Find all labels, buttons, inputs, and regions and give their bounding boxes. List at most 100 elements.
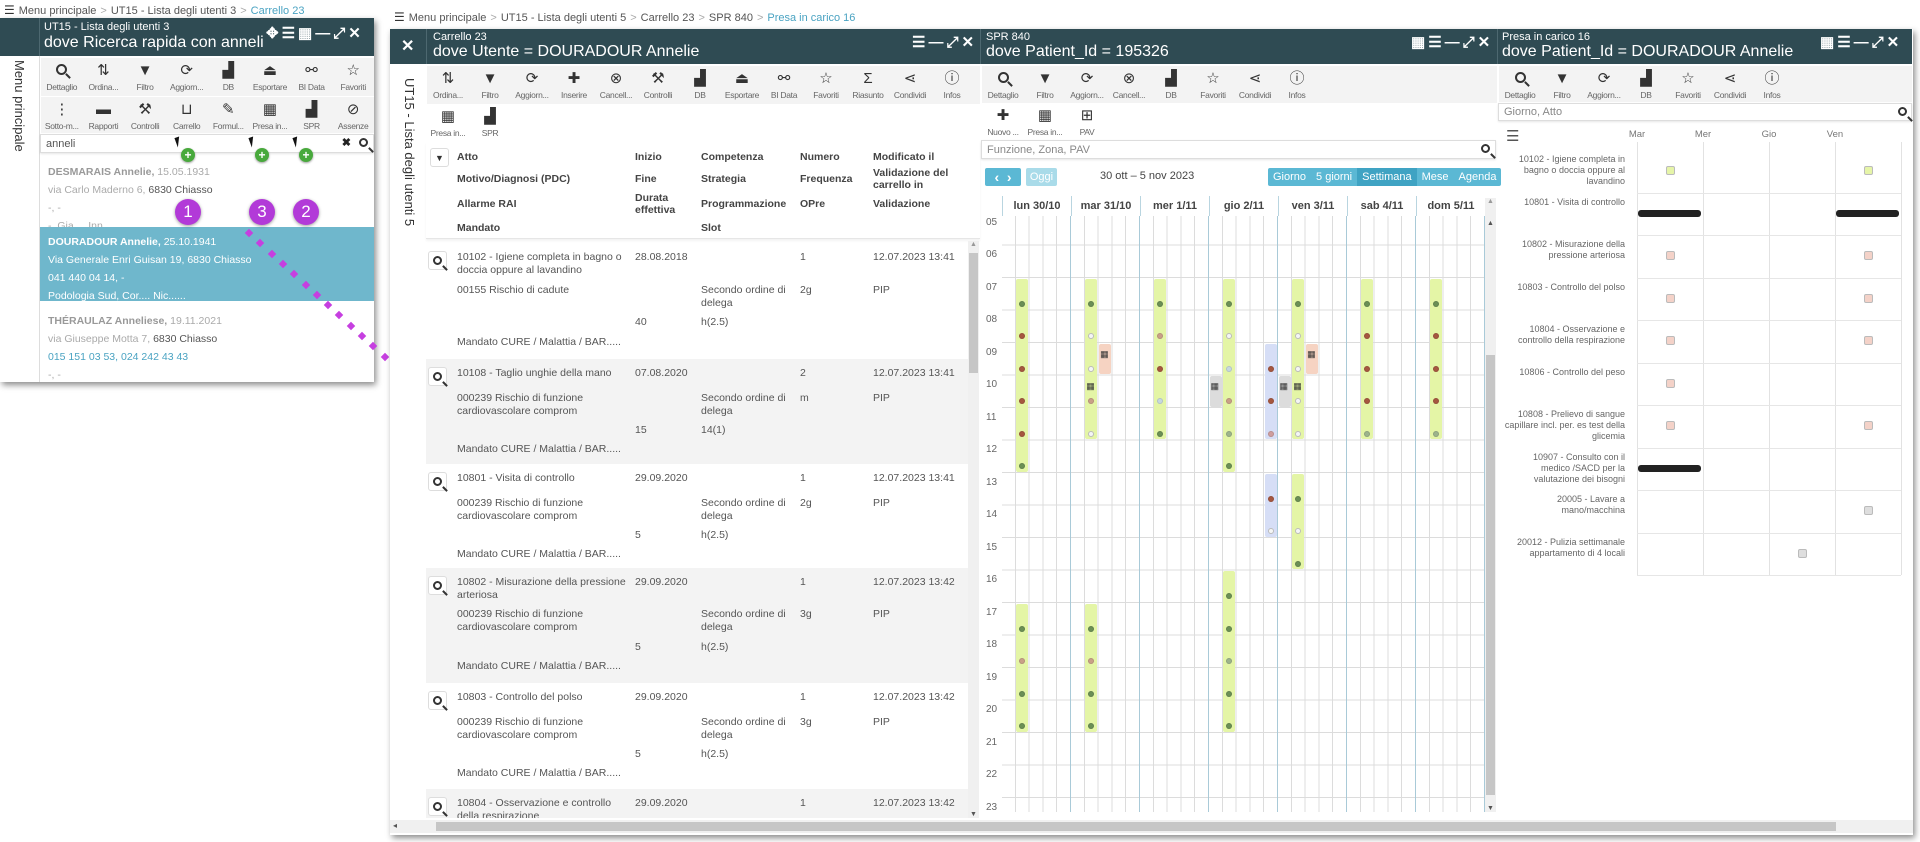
toolbar-button-filtro[interactable]: ▼ Filtro <box>469 66 511 104</box>
prev-button[interactable]: ‹ <box>994 169 1000 185</box>
toolbar-button-filtro[interactable]: ▼ Filtro <box>1541 66 1583 102</box>
list-icon[interactable]: ☰ <box>281 25 299 42</box>
toolbar-button-presa-in[interactable]: ▦ Presa in... <box>1024 103 1066 137</box>
toolbar-button-infos[interactable]: ⓘ Infos <box>1276 66 1318 103</box>
calendar-event[interactable] <box>1361 278 1374 439</box>
calendar-event[interactable]: ▦ <box>1099 343 1112 374</box>
grid-icon[interactable]: ▦ <box>298 25 316 42</box>
column-filter-button[interactable]: ▼ <box>430 148 449 167</box>
close-icon[interactable]: ✕ <box>401 38 415 55</box>
row-detail-button[interactable] <box>428 472 447 491</box>
quick-search-input[interactable]: anneli ✖ <box>40 134 374 153</box>
column-header-motivo[interactable]: Motivo/Diagnosi (PDC) <box>457 173 571 185</box>
view-button-5-giorni[interactable]: 5 giorni <box>1316 171 1353 183</box>
day-column-header[interactable]: ven 3/11 <box>1278 196 1347 216</box>
toolbar-button-formul[interactable]: ✎ Formul... <box>208 97 250 133</box>
calendar-vertical-scrollbar[interactable]: ▲ ▲ ▼ <box>1485 198 1496 812</box>
table-row[interactable]: 10803 - Controllo del polso 29.09.2020 1 12… <box>426 683 968 789</box>
toolbar-button-rapporti[interactable]: ▬ Rapporti <box>83 97 125 133</box>
column-header-frequenza[interactable]: Frequenza <box>800 173 853 185</box>
gantt-marker[interactable] <box>1798 548 1807 558</box>
toolbar-button-aggiorn[interactable]: ⟳ Aggiorn... <box>1066 66 1108 103</box>
column-header-mandato[interactable]: Mandato <box>457 222 501 234</box>
search-icon[interactable] <box>1481 142 1490 156</box>
toolbar-button-controlli[interactable]: ⚒ Controlli <box>637 66 679 104</box>
column-header-opre[interactable]: OPre <box>800 198 826 210</box>
spr-search-input[interactable]: Funzione, Zona, PAV <box>981 140 1496 159</box>
breadcrumb-item[interactable]: SPR 840 <box>708 12 753 24</box>
row-detail-button[interactable] <box>428 367 447 386</box>
calendar-event[interactable] <box>1292 473 1305 569</box>
toolbar-button-ordina[interactable]: ⇅ Ordina... <box>83 58 125 96</box>
breadcrumb-current[interactable]: Carrello 23 <box>250 5 305 17</box>
toolbar-button-aggiorn[interactable]: ⟳ Aggiorn... <box>1583 66 1625 102</box>
gantt-marker[interactable] <box>1666 421 1675 431</box>
calendar-event[interactable] <box>1430 278 1443 439</box>
gantt-marker[interactable] <box>1864 293 1873 303</box>
toolbar-button-favoriti[interactable]: ☆ Favoriti <box>332 58 374 96</box>
grid-icon[interactable]: ▦ <box>1411 34 1429 51</box>
gantt-marker[interactable] <box>1864 421 1873 431</box>
column-header-validazione[interactable]: Validazione <box>873 198 931 210</box>
toolbar-button-cancell[interactable]: ⊗ Cancell... <box>595 66 637 104</box>
minimize-icon[interactable]: — <box>928 34 947 51</box>
breadcrumb-item[interactable]: UT15 - Lista degli utenti 5 <box>500 12 627 24</box>
column-header-validazione-carrello[interactable]: Validazione del carrello in <box>873 167 949 191</box>
view-button-settimana[interactable]: Settimana <box>1357 168 1417 186</box>
list-icon[interactable]: ☰ <box>1837 34 1854 51</box>
breadcrumb-current[interactable]: Presa in carico 16 <box>767 12 856 24</box>
toolbar-button-filtro[interactable]: ▼ Filtro <box>1024 66 1066 103</box>
expand-icon[interactable]: ⤢ <box>1462 34 1478 51</box>
gantt-marker[interactable] <box>1666 378 1675 388</box>
toolbar-button-inserire[interactable]: ✚ Inserire <box>553 66 595 104</box>
gantt-marker[interactable] <box>1864 166 1873 176</box>
list-icon[interactable]: ☰ <box>1428 34 1445 51</box>
close-icon[interactable]: ✕ <box>1886 34 1903 51</box>
toolbar-button-controlli[interactable]: ⚒ Controlli <box>124 97 166 133</box>
gantt-bar[interactable] <box>1638 209 1701 217</box>
column-header-programmazione[interactable]: Programmazione <box>701 198 787 210</box>
day-column-header[interactable]: sab 4/11 <box>1347 196 1416 216</box>
sidebar-menu-principale[interactable]: Menu principale <box>12 60 27 152</box>
toolbar-button-presa-in[interactable]: ▦ Presa in... <box>249 97 291 133</box>
list-icon[interactable]: ☰ <box>912 34 929 51</box>
toolbar-button-infos[interactable]: ⓘ Infos <box>931 66 973 104</box>
toolbar-button-assenze[interactable]: ⊘ Assenze <box>332 97 374 133</box>
calendar-event[interactable] <box>1264 473 1277 537</box>
toolbar-button-esportare[interactable]: ⏏ Esportare <box>249 58 291 96</box>
close-icon[interactable]: ✕ <box>348 25 364 42</box>
calendar-event[interactable]: ▦ <box>1292 278 1305 439</box>
toolbar-button-favoriti[interactable]: ☆ Favoriti <box>1667 66 1709 102</box>
expand-icon[interactable]: ⤢ <box>946 34 962 51</box>
toolbar-button-favoriti[interactable]: ☆ Favoriti <box>1192 66 1234 103</box>
day-column-header[interactable]: mar 31/10 <box>1071 196 1140 216</box>
presa-search-input[interactable]: Giorno, Atto <box>1498 103 1912 121</box>
column-header-numero[interactable]: Numero <box>800 151 840 163</box>
view-button-agenda[interactable]: Agenda <box>1458 171 1497 183</box>
column-header-slot[interactable]: Slot <box>701 222 721 234</box>
toolbar-button-spr[interactable]: ▟ SPR <box>469 104 511 138</box>
breadcrumb-item[interactable]: Menu principale <box>18 5 97 17</box>
toolbar-button-riasunto[interactable]: Σ Riasunto <box>847 66 889 104</box>
row-detail-button[interactable] <box>428 797 447 816</box>
move-icon[interactable]: ✥ <box>266 25 282 42</box>
toolbar-button-db[interactable]: ▟ DB <box>1150 66 1192 103</box>
horizontal-scrollbar[interactable]: ◂ <box>390 820 1913 833</box>
calendar-event[interactable] <box>1154 278 1167 439</box>
toolbar-button-infos[interactable]: ⓘ Infos <box>1751 66 1793 102</box>
minimize-icon[interactable]: — <box>315 25 334 42</box>
day-column-header[interactable]: lun 30/10 <box>1002 196 1071 216</box>
hamburger-menu-icon[interactable]: ☰ <box>1506 128 1520 145</box>
search-icon[interactable] <box>1898 105 1907 119</box>
calendar-week-grid[interactable]: 05 06 07 08 09 10 11 12 13 14 15 16 17 18 19 20 21 22 23 ▦ ▦… <box>986 216 1485 812</box>
hamburger-menu-icon[interactable]: ☰ <box>394 10 405 24</box>
toolbar-button-dettaglio[interactable]: Dettaglio <box>41 58 83 96</box>
toolbar-button-db[interactable]: ▟ DB <box>679 66 721 104</box>
toolbar-button-condividi[interactable]: ⋖ Condividi <box>1234 66 1276 103</box>
column-header-strategia[interactable]: Strategia <box>701 173 746 185</box>
toolbar-button-nuovo[interactable]: ✚ Nuovo ... <box>982 103 1024 137</box>
calendar-event[interactable] <box>1016 603 1029 732</box>
breadcrumb-item[interactable]: Carrello 23 <box>640 12 695 24</box>
next-button[interactable]: › <box>1006 169 1012 185</box>
toolbar-button-dettaglio[interactable]: Dettaglio <box>982 66 1024 103</box>
